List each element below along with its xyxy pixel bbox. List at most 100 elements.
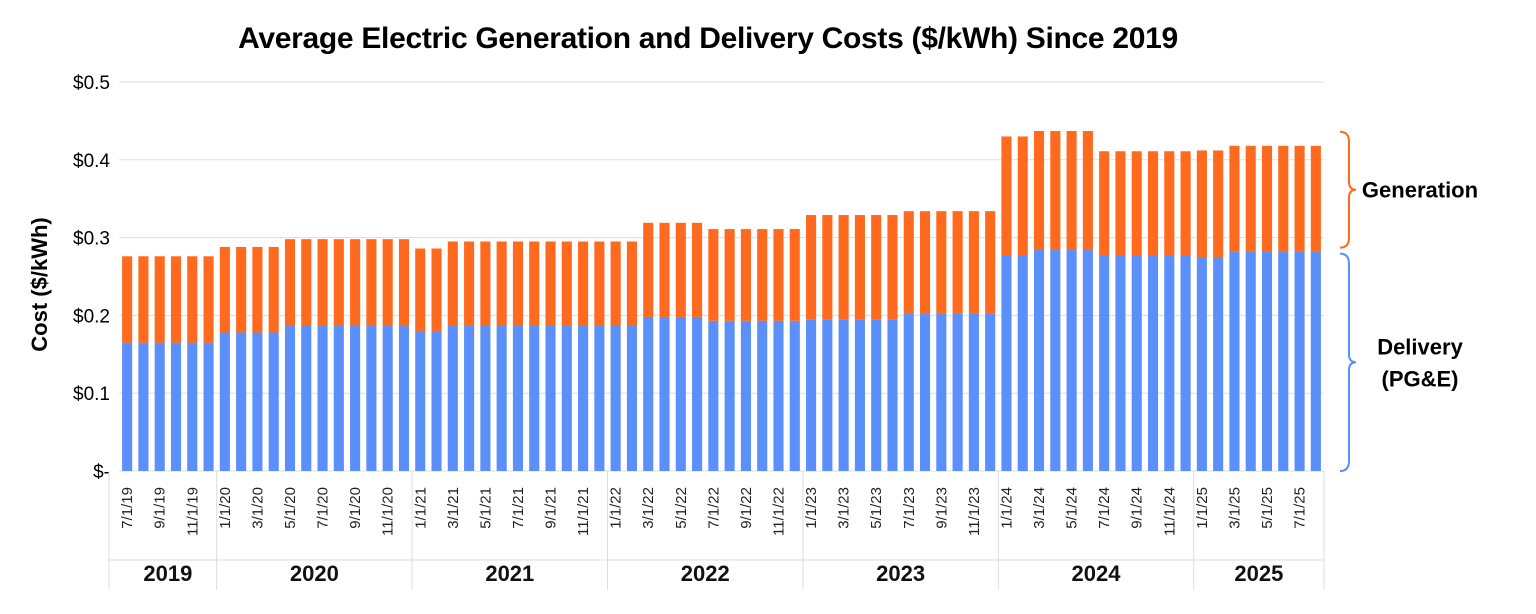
x-tick-label: 5/1/24 bbox=[1064, 487, 1081, 529]
bar-delivery bbox=[1278, 251, 1289, 471]
bar-delivery bbox=[626, 325, 637, 471]
bar-generation bbox=[529, 241, 540, 326]
bar-generation bbox=[203, 256, 214, 343]
brace bbox=[1339, 130, 1357, 249]
bar-delivery bbox=[203, 342, 214, 471]
bar-delivery bbox=[936, 313, 947, 471]
annotations: Generation Delivery (PG&E) bbox=[1339, 130, 1478, 472]
bar-delivery bbox=[1229, 251, 1240, 471]
bar-generation bbox=[675, 222, 686, 317]
bar-delivery bbox=[952, 313, 963, 471]
bar-generation bbox=[757, 229, 768, 321]
x-tick-label: 1/1/24 bbox=[998, 487, 1015, 529]
bar-generation bbox=[1164, 151, 1175, 256]
bar-generation bbox=[284, 239, 296, 326]
bar-delivery bbox=[431, 330, 442, 471]
bar-delivery bbox=[496, 325, 507, 471]
bar-delivery bbox=[317, 325, 328, 471]
x-tick-label: 9/1/20 bbox=[347, 487, 364, 529]
bar-generation bbox=[561, 241, 572, 326]
bar-delivery bbox=[773, 320, 784, 471]
year-label: 2023 bbox=[876, 561, 925, 586]
bar-generation bbox=[1001, 136, 1012, 256]
bar-delivery bbox=[415, 330, 426, 471]
bar-delivery bbox=[512, 325, 524, 471]
bar-delivery bbox=[1033, 250, 1045, 471]
x-tick-label: 11/1/23 bbox=[966, 487, 983, 536]
bar-generation bbox=[708, 229, 719, 321]
bar-delivery bbox=[154, 342, 165, 471]
bar-delivery bbox=[887, 319, 898, 471]
bar-delivery bbox=[1196, 257, 1207, 471]
bar-generation bbox=[594, 241, 605, 326]
y-tick-label: $0.3 bbox=[73, 229, 110, 250]
bar-delivery bbox=[1294, 251, 1305, 471]
gridlines bbox=[119, 81, 1324, 472]
bar-delivery bbox=[675, 316, 686, 471]
bar-generation bbox=[578, 241, 589, 326]
bar-delivery bbox=[545, 325, 556, 471]
x-tick-label: 9/1/21 bbox=[543, 487, 560, 529]
bar-generation bbox=[122, 256, 133, 343]
x-tick-label: 3/1/21 bbox=[445, 487, 462, 529]
bar-delivery bbox=[1115, 255, 1126, 471]
bar-delivery bbox=[382, 325, 393, 471]
bar-generation bbox=[382, 239, 393, 326]
bar-delivery bbox=[1099, 255, 1110, 471]
bar-generation bbox=[1099, 151, 1110, 256]
bar-delivery bbox=[447, 325, 458, 471]
bar-generation bbox=[1261, 145, 1273, 252]
x-tick-label: 5/1/20 bbox=[282, 487, 299, 529]
y-tick-label: $0.1 bbox=[73, 384, 110, 405]
x-tick-label: 11/1/20 bbox=[380, 487, 397, 536]
bar-generation bbox=[1294, 145, 1305, 252]
bar-delivery bbox=[1147, 255, 1159, 471]
bar-generation bbox=[773, 229, 784, 321]
bar-generation bbox=[692, 222, 703, 317]
bar-generation bbox=[822, 215, 833, 320]
bar-delivery bbox=[122, 342, 133, 471]
bar-delivery bbox=[529, 325, 540, 471]
bar-delivery bbox=[806, 319, 817, 471]
x-tick-label: 7/1/21 bbox=[510, 487, 527, 529]
bar-generation bbox=[252, 246, 263, 333]
bar-generation bbox=[350, 239, 361, 326]
bar-generation bbox=[854, 215, 865, 320]
bar-generation bbox=[496, 241, 507, 326]
bar-delivery bbox=[740, 320, 751, 471]
bar-generation bbox=[1196, 150, 1207, 258]
year-label: 2022 bbox=[681, 561, 730, 586]
brace bbox=[1339, 252, 1357, 472]
x-tick-label: 9/1/19 bbox=[152, 487, 169, 529]
x-tick-label: 3/1/22 bbox=[640, 487, 657, 529]
year-label: 2025 bbox=[1234, 561, 1283, 586]
bar-delivery bbox=[871, 319, 882, 471]
bar-generation bbox=[138, 256, 149, 343]
bar-delivery bbox=[985, 313, 996, 471]
delivery-annotation: Delivery bbox=[1377, 334, 1463, 359]
x-tick-label: 9/1/24 bbox=[1129, 487, 1146, 529]
bar-generation bbox=[1131, 151, 1142, 256]
bar-delivery bbox=[822, 319, 833, 471]
x-tick-label: 1/1/25 bbox=[1194, 487, 1211, 529]
bar-generation bbox=[545, 241, 556, 326]
bar-generation bbox=[512, 241, 524, 326]
bar-delivery bbox=[968, 313, 979, 471]
bar-generation bbox=[1147, 151, 1159, 256]
bar-delivery bbox=[350, 325, 361, 471]
x-tick-label: 7/1/25 bbox=[1292, 487, 1309, 529]
bar-delivery bbox=[138, 342, 149, 471]
y-tick-label: $0.5 bbox=[73, 73, 110, 94]
x-tick-label: 9/1/23 bbox=[933, 487, 950, 529]
bar-delivery bbox=[692, 316, 703, 471]
generation-annotation: Generation bbox=[1362, 178, 1478, 203]
bar-delivery bbox=[854, 319, 865, 471]
bar-generation bbox=[871, 215, 882, 320]
x-axis: 7/1/19 9/1/19 11/1/19 1/1/20 3/1/20 5/1/20 7/1… bbox=[108, 471, 1325, 590]
bar-delivery bbox=[724, 320, 735, 471]
x-tick-label: 3/1/24 bbox=[1031, 487, 1048, 529]
bar-generation bbox=[1082, 131, 1093, 251]
bar-delivery bbox=[659, 316, 670, 471]
bar-generation bbox=[170, 256, 182, 343]
bar-generation bbox=[887, 215, 898, 320]
